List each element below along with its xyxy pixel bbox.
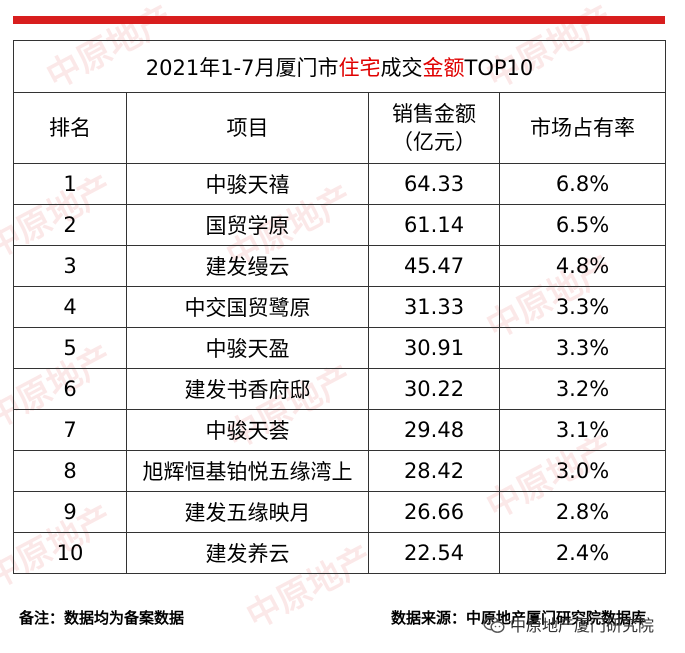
wechat-icon xyxy=(483,616,505,633)
share-cell: 3.2% xyxy=(499,368,666,410)
project-cell: 建发五缘映月 xyxy=(126,491,369,533)
project-cell: 中骏天荟 xyxy=(126,409,369,451)
share-cell: 2.8% xyxy=(499,491,666,533)
sales-cell: 64.33 xyxy=(368,163,500,205)
sales-cell: 31.33 xyxy=(368,286,500,328)
rank-cell: 3 xyxy=(13,245,127,287)
title-suffix: TOP10 xyxy=(464,55,534,80)
share-cell: 3.0% xyxy=(499,450,666,492)
table-row: 4 中交国贸鹭原 31.33 3.3% xyxy=(13,286,666,328)
project-cell: 中交国贸鹭原 xyxy=(126,286,369,328)
rank-cell: 10 xyxy=(13,532,127,574)
title-highlight-amount: 金额 xyxy=(422,55,465,80)
project-cell: 中骏天盈 xyxy=(126,327,369,369)
red-rule xyxy=(13,16,665,24)
footer-source: 数据来源：中原地产厦门研究院数据库 xyxy=(391,609,647,627)
table-row: 7 中骏天荟 29.48 3.1% xyxy=(13,409,666,451)
sales-cell: 45.47 xyxy=(368,245,500,287)
rank-cell: 5 xyxy=(13,327,127,369)
sales-cell: 26.66 xyxy=(368,491,500,533)
sales-cell: 61.14 xyxy=(368,204,500,246)
title-prefix: 2021年1-7月厦门市 xyxy=(145,55,339,80)
table-row: 6 建发书香府邸 30.22 3.2% xyxy=(13,368,666,410)
rank-cell: 8 xyxy=(13,450,127,492)
rank-cell: 9 xyxy=(13,491,127,533)
project-cell: 旭辉恒基铂悦五缘湾上 xyxy=(126,450,369,492)
header-sales-line2: （亿元） xyxy=(392,130,476,154)
table-row: 2 国贸学原 61.14 6.5% xyxy=(13,204,666,246)
share-cell: 3.3% xyxy=(499,286,666,328)
wechat-label: 中原地产厦门研究院 xyxy=(510,616,655,635)
rank-cell: 7 xyxy=(13,409,127,451)
header-rank: 排名 xyxy=(13,92,127,164)
sales-cell: 30.22 xyxy=(368,368,500,410)
header-project: 项目 xyxy=(126,92,369,164)
header-row: 排名 项目 销售金额 （亿元） 市场占有率 xyxy=(13,92,666,164)
project-cell: 国贸学原 xyxy=(126,204,369,246)
project-cell: 建发缦云 xyxy=(126,245,369,287)
title-middle: 成交 xyxy=(380,55,423,80)
table-title: 2021年1-7月厦门市住宅成交金额TOP10 xyxy=(13,40,666,93)
share-cell: 4.8% xyxy=(499,245,666,287)
sales-cell: 29.48 xyxy=(368,409,500,451)
title-highlight-residential: 住宅 xyxy=(338,55,381,80)
rank-cell: 6 xyxy=(13,368,127,410)
table-row: 1 中骏天禧 64.33 6.8% xyxy=(13,163,666,205)
share-cell: 3.1% xyxy=(499,409,666,451)
share-cell: 6.5% xyxy=(499,204,666,246)
share-cell: 6.8% xyxy=(499,163,666,205)
footer: 备注：数据均为备案数据 数据来源：中原地产厦门研究院数据库 xyxy=(13,601,665,631)
rank-cell: 2 xyxy=(13,204,127,246)
top-banner xyxy=(0,0,685,27)
share-cell: 2.4% xyxy=(499,532,666,574)
header-share: 市场占有率 xyxy=(499,92,666,164)
header-sales: 销售金额 （亿元） xyxy=(368,92,500,164)
ranking-table: 2021年1-7月厦门市住宅成交金额TOP10 排名 项目 销售金额 （亿元） … xyxy=(13,40,666,574)
table-row: 8 旭辉恒基铂悦五缘湾上 28.42 3.0% xyxy=(13,450,666,492)
share-cell: 3.3% xyxy=(499,327,666,369)
project-cell: 建发书香府邸 xyxy=(126,368,369,410)
rank-cell: 1 xyxy=(13,163,127,205)
project-cell: 建发养云 xyxy=(126,532,369,574)
header-sales-line1: 销售金额 xyxy=(392,102,476,126)
table-row: 5 中骏天盈 30.91 3.3% xyxy=(13,327,666,369)
wechat-account: 中原地产厦门研究院 xyxy=(483,612,654,636)
sales-cell: 28.42 xyxy=(368,450,500,492)
table-row: 10 建发养云 22.54 2.4% xyxy=(13,532,666,574)
rank-cell: 4 xyxy=(13,286,127,328)
table-row: 9 建发五缘映月 26.66 2.8% xyxy=(13,491,666,533)
sales-cell: 22.54 xyxy=(368,532,500,574)
sales-cell: 30.91 xyxy=(368,327,500,369)
project-cell: 中骏天禧 xyxy=(126,163,369,205)
footer-note: 备注：数据均为备案数据 xyxy=(19,609,185,627)
table-row: 3 建发缦云 45.47 4.8% xyxy=(13,245,666,287)
